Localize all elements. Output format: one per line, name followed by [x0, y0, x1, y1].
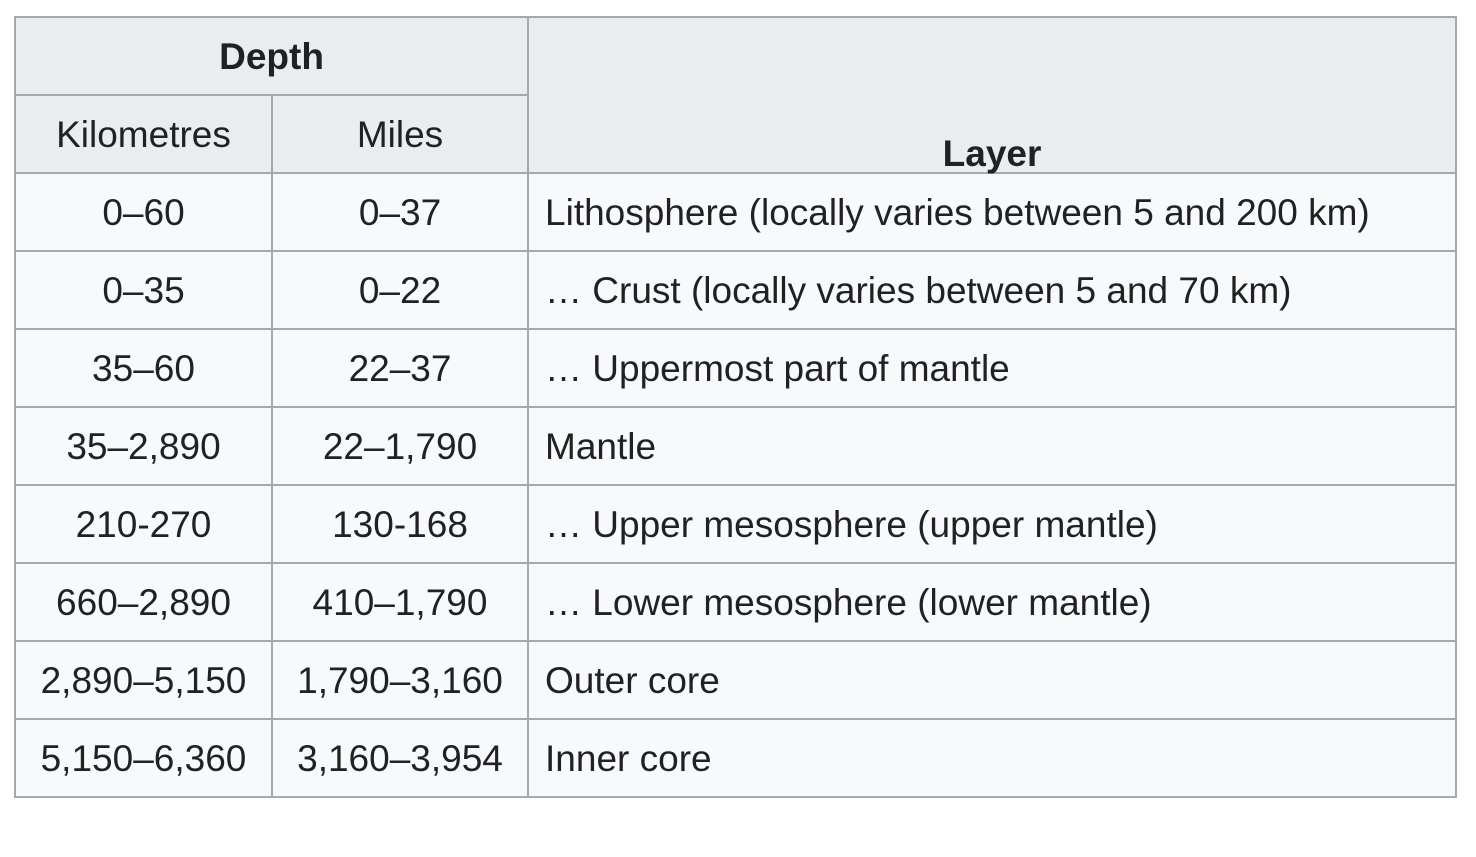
table-row: 35–60 22–37 … Uppermost part of mantle	[14, 328, 1458, 408]
km-cell: 660–2,890	[14, 562, 273, 642]
miles-cell: 0–37	[270, 172, 530, 252]
table-row: 210-270 130-168 … Upper mesosphere (uppe…	[14, 484, 1458, 564]
earth-layers-table: Depth Layer Kilometres Miles 0–60 0–37 L…	[13, 16, 1458, 798]
depth-header: Depth	[13, 16, 530, 96]
miles-cell: 0–22	[270, 250, 530, 330]
km-cell: 0–60	[14, 172, 273, 252]
layer-cell: Inner core	[527, 718, 1458, 798]
miles-cell: 410–1,790	[270, 562, 530, 642]
layer-cell: … Uppermost part of mantle	[527, 328, 1458, 408]
layer-cell: Outer core	[527, 640, 1458, 720]
layer-cell: … Lower mesosphere (lower mantle)	[527, 562, 1458, 642]
miles-cell: 22–37	[270, 328, 530, 408]
km-cell: 35–60	[14, 328, 273, 408]
header-row-1: Depth Layer	[13, 16, 1458, 174]
table-row: 35–2,890 22–1,790 Mantle	[14, 406, 1458, 486]
layer-cell: … Upper mesosphere (upper mantle)	[527, 484, 1458, 564]
miles-header: Miles	[270, 94, 530, 174]
miles-cell: 3,160–3,954	[270, 718, 530, 798]
table-row: 5,150–6,360 3,160–3,954 Inner core	[14, 718, 1458, 798]
layer-cell: Mantle	[527, 406, 1458, 486]
table-body: 0–60 0–37 Lithosphere (locally varies be…	[14, 172, 1458, 798]
header-row-2: Kilometres Miles	[14, 94, 1456, 174]
kilometres-header: Kilometres	[14, 94, 273, 174]
table-row: 2,890–5,150 1,790–3,160 Outer core	[14, 640, 1458, 720]
km-cell: 210-270	[14, 484, 273, 564]
miles-cell: 130-168	[270, 484, 530, 564]
km-cell: 5,150–6,360	[14, 718, 273, 798]
table-row: 0–35 0–22 … Crust (locally varies betwee…	[14, 250, 1458, 330]
miles-cell: 1,790–3,160	[270, 640, 530, 720]
km-cell: 2,890–5,150	[14, 640, 273, 720]
km-cell: 0–35	[14, 250, 273, 330]
km-cell: 35–2,890	[14, 406, 273, 486]
miles-cell: 22–1,790	[270, 406, 530, 486]
table-header: Depth Layer Kilometres Miles	[13, 16, 1458, 174]
table-row: 660–2,890 410–1,790 … Lower mesosphere (…	[14, 562, 1458, 642]
layer-cell: Lithosphere (locally varies between 5 an…	[527, 172, 1458, 252]
layer-header: Layer	[527, 16, 1458, 174]
layer-cell: … Crust (locally varies between 5 and 70…	[527, 250, 1458, 330]
table-row: 0–60 0–37 Lithosphere (locally varies be…	[14, 172, 1458, 252]
